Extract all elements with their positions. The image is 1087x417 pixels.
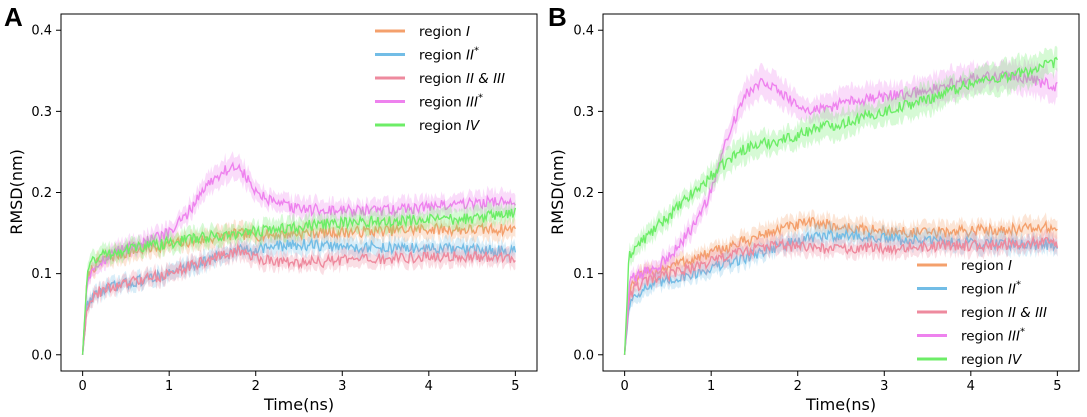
x-tick-label: 1 [165,379,173,394]
y-tick-label: 0.0 [573,348,594,363]
x-tick-label: 3 [880,379,888,394]
legend-entry: region II* [961,280,1021,298]
x-tick-label: 4 [967,379,975,394]
legend-entry: region III* [961,327,1025,345]
legend-entry: region I [961,258,1012,274]
y-tick-label: 0.3 [573,105,594,120]
series-line [81,237,517,355]
series-line [81,207,517,355]
series-line [623,235,1059,355]
panel-a-label: A [4,2,23,32]
legend-entry: region II & III [961,305,1047,321]
x-tick-label: 2 [252,379,260,394]
x-axis-label-b: Time(ns) [805,395,876,414]
x-tick-label: 5 [511,379,519,394]
series-layer-b [623,45,1059,355]
y-tick-label: 0.2 [573,186,594,201]
series-line [623,56,1059,355]
series-band [624,209,1058,355]
series-line [81,222,517,355]
series-line [623,216,1058,355]
series-layer-a [81,151,517,355]
y-axis-label-a: RMSD(nm) [7,149,26,235]
series-line [623,70,1058,355]
x-tick-label: 3 [338,379,346,394]
y-axis-label-b: RMSD(nm) [548,149,567,235]
plot-area-a [60,13,538,372]
legend-entry: region I [419,24,470,40]
tick-layer-a: 0 1 2 3 4 5 0.0 0.1 0.2 0.3 0.4 [31,24,519,394]
y-tick-label: 0.4 [31,24,52,39]
legend-entry: region III* [419,93,483,111]
x-tick-label: 0 [620,379,628,394]
legend-b: region I region II* region II & III region … [917,258,1047,368]
y-tick-label: 0.3 [31,105,52,120]
legend-entry: region IV [419,118,481,134]
series-band [624,220,1058,355]
series-band [624,45,1058,355]
series-band [82,214,516,355]
x-axis-label-a: Time(ns) [263,395,334,414]
y-tick-label: 0.1 [31,267,52,282]
x-tick-label: 1 [707,379,715,394]
series-band [624,55,1058,355]
legend-entry: region IV [961,352,1023,368]
x-tick-label: 5 [1053,379,1061,394]
tick-layer-b: 0 1 2 3 4 5 0.0 0.1 0.2 0.3 0.4 [573,24,1061,394]
series-line [81,243,516,355]
x-tick-label: 0 [78,379,86,394]
y-tick-label: 0.2 [31,186,52,201]
legend-a: region I region II* region II & III region … [375,24,505,134]
series-band [82,151,516,355]
legend-entry: region II & III [419,71,505,87]
y-tick-label: 0.0 [31,348,52,363]
y-tick-label: 0.1 [573,267,594,282]
y-tick-label: 0.4 [573,24,594,39]
legend-entry: region II* [419,46,479,64]
x-tick-label: 2 [794,379,802,394]
x-tick-label: 4 [425,379,433,394]
series-line [81,161,517,355]
series-band [624,228,1058,355]
panel-b-label: B [548,2,567,32]
